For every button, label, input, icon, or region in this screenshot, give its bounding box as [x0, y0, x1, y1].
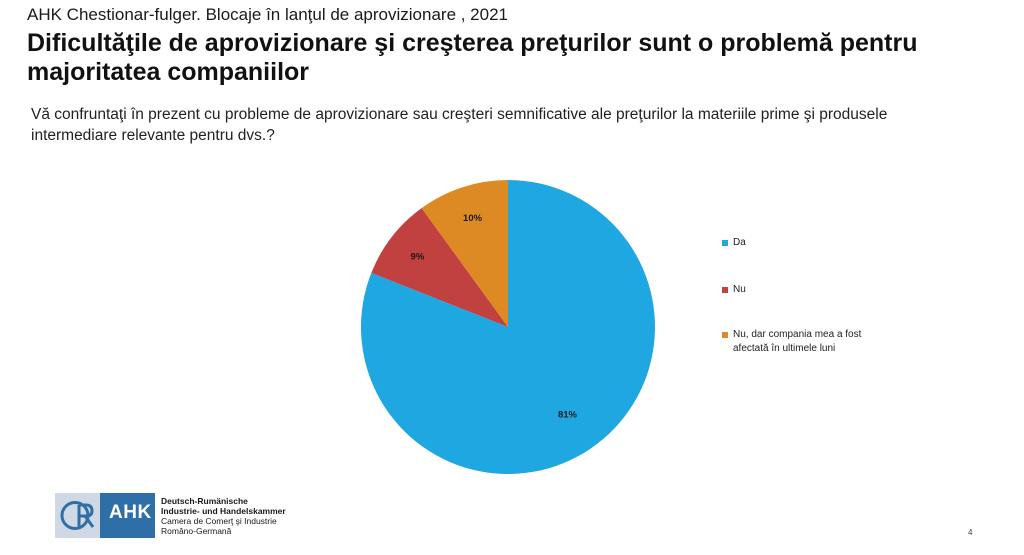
- legend-swatch: [722, 287, 728, 293]
- org-name-line3: Camera de Comerţ şi Industrie: [161, 515, 277, 526]
- legend-swatch: [722, 240, 728, 246]
- survey-question: Vă confruntaţi în prezent cu probleme de…: [31, 106, 888, 144]
- pie-slice-2: [371, 208, 508, 327]
- logo-mark: AHK: [55, 493, 155, 538]
- legend-label: Da: [733, 237, 746, 248]
- survey-kicker: AHK Chestionar-fulger. Blocaje în lanţul…: [27, 5, 509, 24]
- org-name-line2: Industrie- und Handelskammer: [161, 505, 286, 516]
- org-name-line1: Deutsch-Rumänische: [161, 495, 248, 506]
- org-name: Deutsch-Rumänische Industrie- und Handel…: [161, 496, 286, 536]
- legend-item-3: Nu, dar compania mea a fost afectată în …: [722, 328, 893, 356]
- pie-data-label-3: 10%: [463, 213, 483, 224]
- legend-label: Nu: [733, 284, 746, 295]
- pie-slice-3: [421, 180, 508, 327]
- legend-label: Nu, dar compania mea a fost afectată în …: [733, 329, 862, 354]
- legend-item-2: Nu: [722, 283, 893, 297]
- pie-data-label-2: 9%: [411, 252, 425, 263]
- pie-slice-1: [360, 180, 655, 474]
- legend-swatch: [722, 332, 728, 338]
- pie-data-label-1: 81%: [558, 410, 578, 421]
- ahk-logo: AHK Deutsch-Rumänische Industrie- und Ha…: [55, 493, 286, 538]
- legend-item-1: Da: [722, 236, 893, 250]
- logo-wordmark: AHK: [109, 502, 152, 523]
- page-number: 4: [968, 528, 973, 537]
- page-title: Dificultăţile de aprovizionare şi creşte…: [27, 29, 918, 86]
- org-name-line4: Româno-Germană: [161, 525, 232, 536]
- logo-emblem-icon: [55, 493, 100, 538]
